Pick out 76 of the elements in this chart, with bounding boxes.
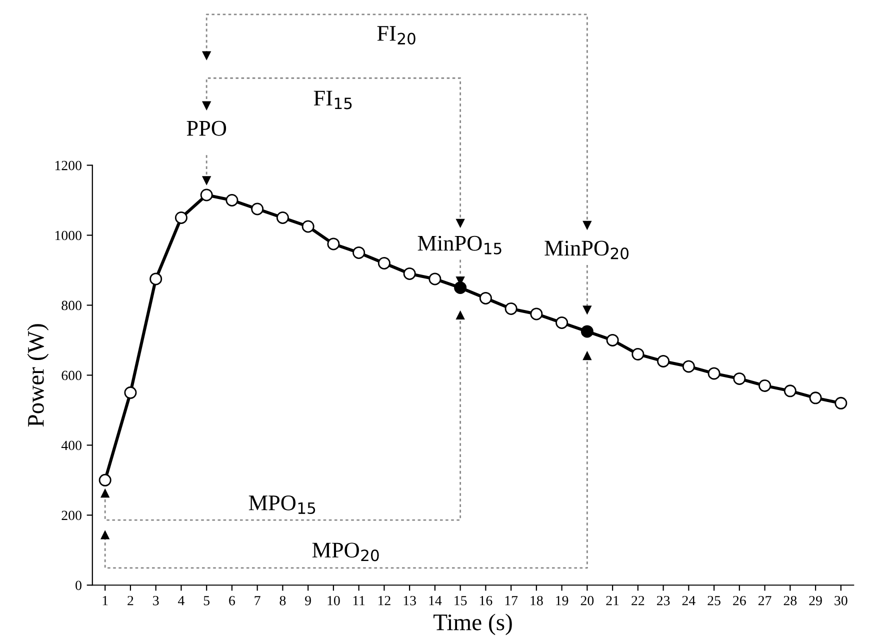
point xyxy=(327,238,340,250)
point xyxy=(378,256,390,270)
x-tick-label: 27 xyxy=(758,596,772,606)
point xyxy=(200,188,213,202)
annotation: MinPO$_{15}$ xyxy=(418,236,502,254)
point xyxy=(580,325,594,338)
point xyxy=(834,396,848,410)
x-tick-label: 19 xyxy=(556,596,568,606)
x-tick-label: 6 xyxy=(229,596,236,606)
point xyxy=(98,474,112,486)
x-tick-label: 2 xyxy=(128,596,134,606)
annotation: MPO$_{20}$ xyxy=(312,542,379,562)
x-tick-label: 20 xyxy=(580,596,594,606)
point xyxy=(352,246,366,259)
point xyxy=(809,392,822,404)
annotation: MPO$_{15}$ xyxy=(248,495,316,514)
x-tick-label: 16 xyxy=(480,596,492,606)
y-tick-label: 0 xyxy=(76,580,82,590)
text: FI$_{20}$ xyxy=(377,26,416,45)
point xyxy=(504,302,518,315)
x-tick-label: 26 xyxy=(733,596,746,606)
y-tick-label: 800 xyxy=(62,300,82,310)
x-tick-label: 10 xyxy=(328,596,340,606)
point xyxy=(657,354,670,368)
x-tick-label: 25 xyxy=(708,596,720,606)
point xyxy=(733,372,746,385)
x-tick-label: 15 xyxy=(454,596,467,606)
point xyxy=(454,281,467,294)
text: PPO xyxy=(186,120,226,136)
x-tick-label: 18 xyxy=(530,596,543,606)
point xyxy=(174,211,188,224)
y-tick-label: 200 xyxy=(62,510,82,520)
point xyxy=(556,316,568,329)
annotation: MinPO$_{20}$ xyxy=(544,240,628,260)
x-tick-label: 14 xyxy=(429,596,442,606)
x-tick-label: 12 xyxy=(378,596,390,606)
point xyxy=(124,386,137,399)
point xyxy=(530,308,543,320)
x-tick-label: 29 xyxy=(809,596,822,606)
x-tick-label: 5 xyxy=(204,596,210,606)
point xyxy=(226,194,238,206)
x-tick-label: 7 xyxy=(254,596,260,606)
x-tick-label: 17 xyxy=(505,596,518,606)
y-tick-label: 1200 xyxy=(55,160,82,170)
x-tick-label: 23 xyxy=(656,596,670,606)
point xyxy=(276,211,289,224)
point xyxy=(606,334,619,346)
y-tick-label: 1000 xyxy=(55,230,82,240)
point xyxy=(632,348,644,360)
text: FI$_{15}$ xyxy=(314,90,352,110)
point xyxy=(682,360,695,373)
point xyxy=(302,220,314,233)
x-tick-label: 13 xyxy=(404,596,416,606)
x-tick-label: 22 xyxy=(632,596,644,606)
point xyxy=(479,292,492,304)
y-axis-title: Power (W) xyxy=(27,324,49,427)
point xyxy=(150,272,162,286)
x-tick-label: 24 xyxy=(682,596,696,606)
y-tick-label: 400 xyxy=(61,440,82,450)
x-tick-label: 1 xyxy=(102,596,108,606)
point xyxy=(251,202,264,216)
x-tick-label: 21 xyxy=(606,596,619,606)
x-tick-label: 4 xyxy=(178,596,184,606)
y-tick-label: 600 xyxy=(62,370,82,380)
x-tick-label: 9 xyxy=(305,596,311,606)
point xyxy=(428,272,442,286)
point xyxy=(784,384,796,398)
point xyxy=(708,367,720,380)
x-tick-label: 3 xyxy=(153,596,159,606)
point xyxy=(758,379,772,392)
x-tick-label: 8 xyxy=(280,596,286,606)
x-tick-label: 30 xyxy=(834,596,848,606)
point xyxy=(403,267,416,280)
x-tick-label: 11 xyxy=(353,596,365,606)
x-tick-label: 28 xyxy=(784,596,797,606)
x-axis-title: Time (s) xyxy=(434,614,512,636)
